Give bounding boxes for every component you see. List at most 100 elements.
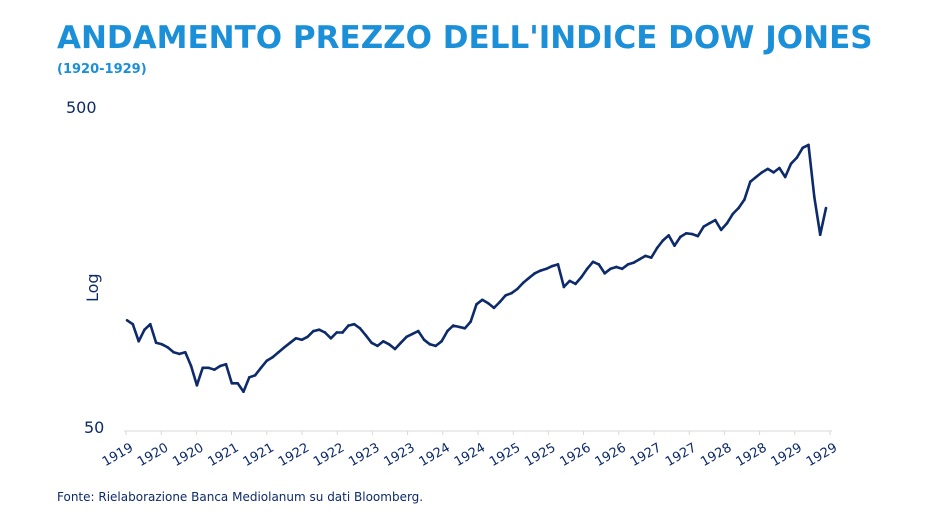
y-tick-label-500: 500 bbox=[66, 98, 97, 117]
x-ticks: 1919 1920 1920 1921 1921 1922 1922 1923 1923 1924… bbox=[100, 431, 840, 470]
series-line bbox=[126, 143, 828, 393]
data-point-1921-06 bbox=[230, 381, 234, 385]
chart-subtitle: (1920-1929) bbox=[57, 62, 147, 77]
data-point-1927-12 bbox=[684, 232, 688, 235]
data-point-1922-04 bbox=[288, 341, 292, 345]
data-point-1926-03 bbox=[562, 285, 566, 289]
data-point-1925-04 bbox=[498, 300, 502, 304]
x-tick-label: 1924 bbox=[452, 440, 488, 470]
x-tick-label: 1929 bbox=[769, 440, 805, 470]
data-point-1922-09 bbox=[317, 328, 321, 331]
data-point-1927-06 bbox=[649, 256, 653, 259]
data-point-1921-07 bbox=[236, 381, 239, 385]
data-point-1924-06 bbox=[440, 339, 443, 343]
data-point-1922-01 bbox=[271, 355, 274, 359]
data-point-1921-05 bbox=[224, 362, 228, 366]
data-points bbox=[125, 143, 828, 393]
data-point-1927-01 bbox=[620, 267, 624, 271]
data-point-1926-08 bbox=[591, 260, 595, 264]
data-point-1920-02 bbox=[137, 339, 140, 343]
data-point-1925-08 bbox=[521, 281, 525, 285]
data-point-1928-04 bbox=[708, 221, 711, 225]
data-point-1927-10 bbox=[673, 244, 676, 247]
data-point-1920-05 bbox=[154, 341, 158, 345]
data-point-1922-02 bbox=[277, 350, 280, 354]
data-point-1928-12 bbox=[754, 175, 758, 179]
data-point-1928-05 bbox=[714, 218, 717, 222]
data-point-1929-11 bbox=[818, 233, 822, 237]
data-point-1929-02 bbox=[766, 167, 770, 171]
data-point-1929-01 bbox=[760, 171, 764, 174]
data-point-1927-11 bbox=[679, 235, 682, 239]
x-tick-label: 1922 bbox=[311, 440, 347, 470]
data-point-1922-12 bbox=[335, 331, 339, 334]
data-point-1927-09 bbox=[667, 234, 671, 237]
x-tick-label: 1920 bbox=[170, 440, 206, 470]
data-point-1929-06 bbox=[789, 162, 793, 166]
x-tick-label: 1919 bbox=[100, 440, 136, 470]
data-point-1919-12 bbox=[125, 318, 129, 322]
data-point-1922-06 bbox=[300, 338, 304, 342]
data-point-1922-03 bbox=[282, 346, 286, 349]
data-point-1926-02 bbox=[556, 263, 560, 266]
data-point-1929-04 bbox=[778, 166, 781, 170]
data-point-1928-03 bbox=[702, 225, 705, 228]
x-tick-label: 1928 bbox=[698, 440, 734, 470]
data-point-1920-10 bbox=[183, 350, 187, 354]
data-point-1927-02 bbox=[626, 263, 630, 266]
data-point-1921-12 bbox=[265, 359, 269, 362]
x-tick-label: 1928 bbox=[733, 440, 769, 470]
data-point-1928-01 bbox=[690, 232, 694, 236]
x-tick-label: 1926 bbox=[593, 440, 629, 470]
data-point-1921-04 bbox=[218, 364, 222, 368]
data-point-1922-10 bbox=[323, 331, 327, 334]
x-tick-label: 1924 bbox=[417, 440, 453, 470]
x-tick-label: 1921 bbox=[205, 440, 241, 470]
data-point-1928-08 bbox=[731, 212, 735, 216]
data-point-1922-08 bbox=[312, 329, 315, 333]
y-tick-label-50: 50 bbox=[84, 418, 104, 437]
data-point-1924-03 bbox=[422, 338, 426, 342]
data-point-1923-09 bbox=[387, 343, 391, 346]
data-point-1924-01 bbox=[411, 332, 414, 336]
data-point-1929-10 bbox=[813, 195, 816, 199]
data-point-1924-08 bbox=[451, 324, 455, 327]
data-point-1921-01 bbox=[201, 366, 205, 370]
data-point-1923-11 bbox=[399, 341, 403, 345]
data-point-1920-12 bbox=[195, 384, 199, 387]
data-point-1920-06 bbox=[160, 343, 164, 346]
x-tick-label: 1929 bbox=[804, 440, 840, 470]
data-point-1920-11 bbox=[189, 364, 193, 368]
data-point-1923-05 bbox=[364, 334, 368, 337]
data-point-1925-02 bbox=[486, 301, 490, 305]
data-point-1928-06 bbox=[719, 228, 723, 232]
data-point-1929-08 bbox=[801, 146, 804, 150]
data-point-1920-08 bbox=[172, 350, 175, 354]
data-point-1928-10 bbox=[743, 198, 746, 201]
x-tick-label: 1921 bbox=[241, 440, 277, 470]
data-point-1926-07 bbox=[585, 267, 589, 271]
x-tick-label: 1926 bbox=[557, 440, 593, 470]
data-point-1920-03 bbox=[143, 328, 146, 331]
data-point-1921-02 bbox=[207, 366, 210, 370]
data-point-1925-01 bbox=[481, 298, 484, 302]
data-point-1924-02 bbox=[416, 329, 420, 333]
y-axis-label: Log bbox=[83, 273, 102, 302]
data-point-1929-09 bbox=[807, 143, 810, 147]
data-point-1924-04 bbox=[428, 343, 432, 346]
data-point-1928-09 bbox=[737, 206, 740, 210]
data-point-1923-03 bbox=[352, 322, 356, 326]
data-point-1923-12 bbox=[405, 335, 408, 339]
data-point-1929-07 bbox=[795, 156, 799, 159]
data-point-1928-02 bbox=[696, 234, 700, 238]
chart-title: ANDAMENTO PREZZO DELL'INDICE DOW JONES bbox=[57, 20, 873, 56]
source-note: Fonte: Rielaborazione Banca Mediolanum s… bbox=[57, 490, 424, 504]
x-tick-label: 1925 bbox=[487, 440, 523, 470]
data-point-1925-10 bbox=[533, 272, 537, 275]
data-point-1923-08 bbox=[382, 339, 385, 343]
data-point-1927-03 bbox=[632, 261, 636, 264]
x-tick-label: 1922 bbox=[276, 440, 312, 470]
data-point-1924-05 bbox=[434, 344, 438, 348]
data-point-1927-07 bbox=[655, 246, 659, 250]
